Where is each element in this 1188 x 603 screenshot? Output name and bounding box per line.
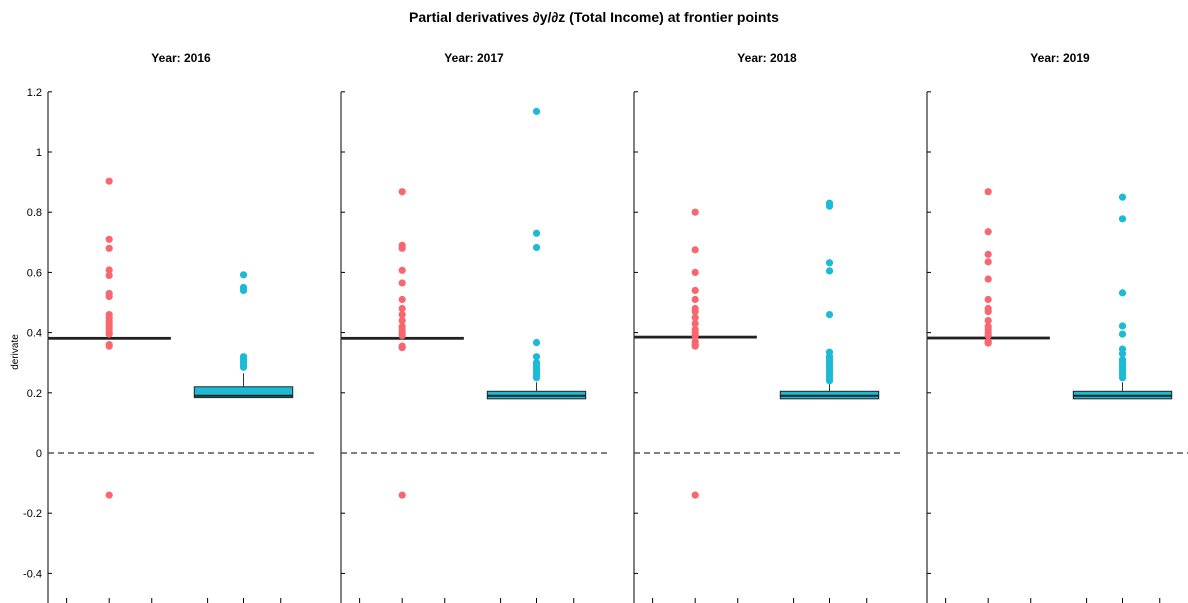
outlier-point — [691, 313, 699, 322]
outlier-point — [691, 246, 699, 254]
y-tick-label: 0.6 — [27, 267, 42, 279]
panel-4: Year: 2019 — [926, 51, 1188, 603]
outlier-point — [398, 344, 406, 352]
y-tick-label: 0.4 — [27, 328, 42, 340]
outlier-point — [691, 268, 699, 276]
outlier-point — [239, 286, 248, 295]
outlier-point — [398, 279, 406, 287]
y-tick-label: 0.8 — [27, 207, 42, 219]
y-tick-label: 0.2 — [27, 388, 42, 400]
y-axis-label: derivate — [10, 334, 21, 370]
outlier-point — [105, 491, 113, 499]
outlier-point — [691, 342, 699, 350]
outlier-point — [398, 310, 406, 319]
outlier-point — [398, 332, 406, 340]
outlier-point — [984, 339, 992, 347]
outlier-point — [825, 377, 834, 385]
outlier-point — [825, 202, 834, 210]
outlier-point — [984, 295, 992, 304]
outlier-point — [532, 107, 541, 115]
outlier-point — [1118, 374, 1127, 382]
outlier-point — [532, 243, 541, 252]
outlier-point — [691, 319, 699, 328]
outlier-point — [532, 353, 541, 361]
outlier-point — [105, 330, 113, 338]
box-cyan — [193, 386, 294, 399]
outlier-point — [105, 244, 113, 252]
outlier-point — [398, 304, 406, 313]
outlier-point — [984, 258, 992, 266]
outlier-point — [532, 229, 541, 237]
panel-2: Year: 2017 — [340, 51, 607, 603]
outlier-point — [532, 338, 541, 347]
outlier-point — [1118, 322, 1127, 330]
outlier-point — [105, 292, 113, 301]
outlier-point — [398, 188, 406, 196]
outlier-point — [691, 491, 699, 499]
outlier-point — [532, 374, 541, 382]
outlier-point — [984, 332, 992, 340]
outlier-point — [239, 363, 248, 371]
outlier-point — [1118, 330, 1127, 338]
outlier-point — [691, 332, 699, 340]
outlier-point — [1118, 215, 1127, 223]
panel-title: Year: 2017 — [444, 51, 504, 65]
panel-title: Year: 2019 — [1030, 51, 1090, 65]
panel-3: Year: 2018 — [633, 51, 900, 603]
outlier-point — [1118, 193, 1127, 201]
outlier-point — [825, 310, 834, 319]
outlier-point — [398, 316, 406, 325]
outlier-point — [825, 267, 834, 275]
y-tick-label: -0.2 — [23, 508, 42, 520]
outlier-point — [984, 275, 992, 283]
outlier-point — [984, 316, 992, 325]
outlier-point — [984, 188, 992, 196]
outlier-point — [105, 177, 113, 185]
y-tick-label: 1 — [36, 147, 42, 159]
outlier-point — [691, 295, 699, 304]
panels-layer: Year: 2016-0.4-0.200.20.40.60.811.2Year:… — [23, 51, 1188, 603]
outlier-point — [398, 266, 406, 274]
outlier-point — [691, 286, 699, 295]
outlier-point — [825, 259, 834, 267]
outlier-point — [105, 235, 113, 243]
outlier-point — [984, 250, 992, 258]
outlier-point — [398, 244, 406, 252]
outlier-point — [984, 307, 992, 316]
panel-title: Year: 2018 — [737, 51, 797, 65]
y-tick-label: 1.2 — [27, 87, 42, 99]
outlier-point — [105, 266, 113, 274]
outlier-point — [1118, 289, 1127, 297]
outlier-point — [239, 271, 248, 279]
outlier-point — [984, 228, 992, 236]
outlier-point — [105, 271, 113, 280]
panel-1: Year: 2016 -0.4 -0.2 0 0.2 0.4 0.6 0.8 1 1.2 — [23, 51, 314, 603]
y-tick-label: -0.4 — [23, 568, 42, 580]
panel-title: Year: 2016 — [151, 51, 211, 65]
outlier-point — [398, 295, 406, 304]
figure-title: Partial derivatives ∂y/∂z (Total Income)… — [409, 9, 779, 25]
outlier-point — [1118, 350, 1127, 358]
outlier-point — [691, 307, 699, 316]
y-tick-label: 0 — [36, 448, 42, 460]
outlier-point — [105, 342, 113, 350]
outlier-point — [398, 491, 406, 499]
outlier-point — [691, 208, 699, 216]
